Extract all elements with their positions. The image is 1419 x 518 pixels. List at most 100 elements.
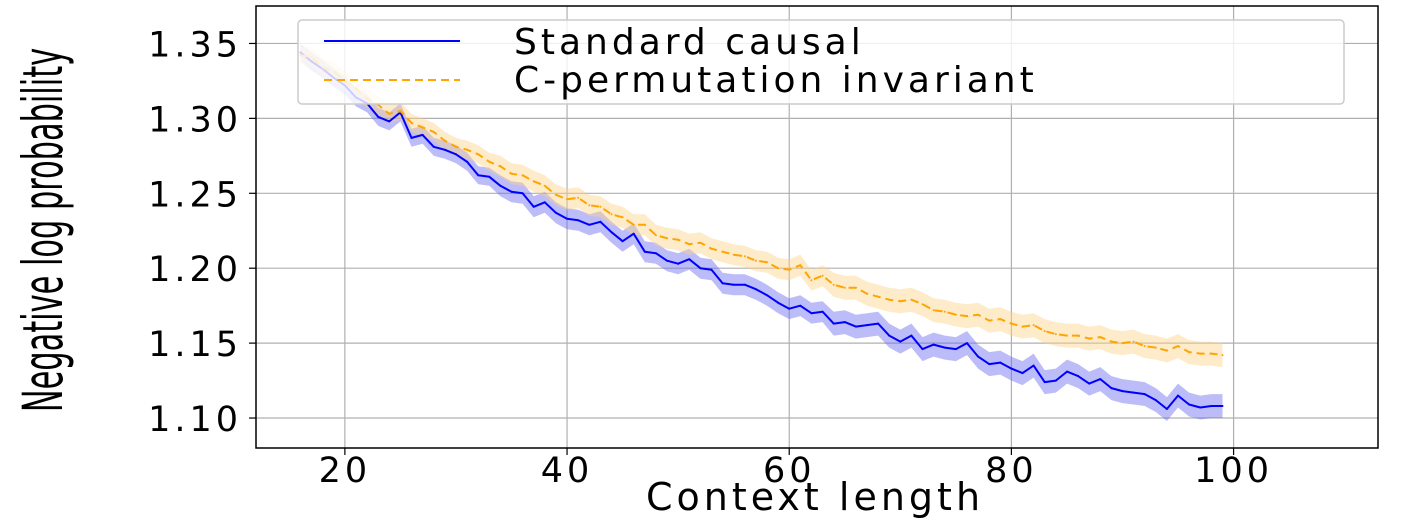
x-tick-label: 80 [985,451,1038,491]
data-point [999,361,1002,364]
data-point [710,268,713,271]
data-point [1077,375,1080,378]
data-point [543,201,546,204]
data-point [1066,370,1068,373]
data-point [577,196,580,199]
data-point [566,217,568,220]
x-tick-label: 100 [1194,451,1273,491]
data-point [966,315,968,318]
data-point [1088,382,1091,385]
data-point [377,115,380,118]
data-point [877,322,880,325]
data-point [943,346,946,349]
data-point [921,303,924,306]
data-point [954,348,957,351]
band-series-0 [300,43,1223,421]
data-point [688,243,691,246]
y-axis-label: Negative log probability [12,48,75,412]
data-point [610,231,613,234]
data-point [843,321,846,324]
y-tick-label: 1.15 [148,325,242,365]
data-point [910,334,913,337]
data-point [1066,334,1068,337]
legend: Standard causal C-permutation invariant [297,19,1345,105]
x-axis: 20 40 60 80 100 [319,448,1273,491]
data-point [966,342,968,345]
confidence-bands [300,43,1223,421]
y-tick-label: 1.30 [148,100,242,140]
data-point [1010,322,1013,325]
y-tick-label: 1.20 [148,250,242,290]
data-point [721,282,724,285]
data-point [388,120,391,123]
data-point [510,190,513,193]
data-point [1132,340,1135,343]
data-point [1165,408,1168,410]
data-point [699,241,702,244]
data-point [921,348,924,351]
data-point [810,279,813,282]
data-point [1077,334,1080,337]
data-point [710,247,713,250]
data-point [1043,381,1046,384]
x-tick-label: 60 [763,451,816,491]
data-point [1143,345,1146,348]
data-point [410,136,413,139]
band-series-1 [300,46,1223,368]
data-point [1021,372,1024,375]
data-point [743,283,746,286]
data-point [1121,342,1124,345]
data-point [910,298,913,301]
data-point [621,216,624,219]
data-point [521,192,524,195]
x-axis-label: Context length [646,475,984,518]
data-point [754,259,757,262]
data-point [977,313,980,316]
data-point [999,318,1002,321]
data-point [1188,351,1191,354]
data-point [1177,345,1179,348]
data-point [1110,387,1113,390]
data-point [599,220,602,223]
data-point [754,288,757,291]
data-point [588,223,591,226]
line-series-1 [300,54,1223,357]
data-point [399,109,402,112]
data-point [443,139,446,142]
y-tick-label: 1.35 [148,25,242,65]
data-point [1010,367,1013,370]
data-point [777,267,780,270]
data-point [1177,394,1179,397]
data-point [554,193,557,196]
data-point [532,180,535,183]
data-point [543,184,546,187]
data-point [554,211,557,214]
data-point [832,322,835,325]
data-point [799,304,802,307]
y-tick-label: 1.25 [148,175,242,215]
data-point [1032,324,1035,327]
data-point [821,274,824,277]
data-point [577,219,580,222]
data-point [466,148,469,151]
data-point [821,310,824,313]
y-tick-label: 1.10 [148,400,242,440]
data-point [854,286,857,289]
data-point [932,343,935,346]
data-point [1199,406,1202,409]
data-point [1199,352,1202,355]
series-lines [299,51,1224,410]
legend-label-c-permutation-invariant: C-permutation invariant [514,60,1038,101]
plot-frame [255,5,1379,449]
data-point [721,250,724,253]
data-point [410,121,413,124]
data-point [877,295,880,298]
data-point [466,160,469,163]
data-point [899,300,902,303]
data-point [1210,352,1213,355]
data-point [654,234,657,237]
data-point [677,262,680,265]
data-point [421,126,424,129]
data-point [888,334,891,337]
data-point [1054,379,1057,382]
